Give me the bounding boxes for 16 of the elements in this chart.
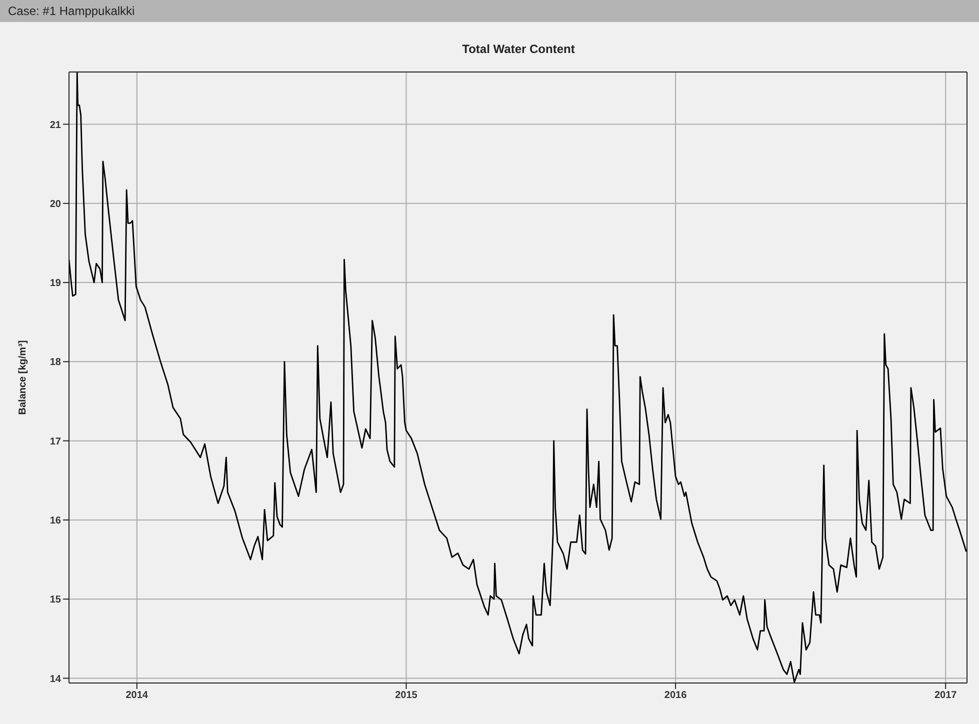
chart-title: Total Water Content [461,42,576,56]
y-tick-label: 21 [50,120,62,131]
y-tick-label: 16 [50,516,62,527]
x-tick-label: 2014 [126,690,148,702]
y-axis-title: Balance [kg/m³] [18,340,29,415]
y-tick-label: 17 [50,436,62,448]
text: Case: #1 Hamppukalkki [0,0,979,22]
line-series [69,72,967,683]
y-tick-label: 19 [50,278,62,290]
x-tick-label: 2015 [395,690,418,702]
y-tick-label: 14 [50,674,62,685]
x-tick-label: 2017 [934,690,958,702]
y-tick-label: 15 [50,594,62,606]
y-tick-label: 20 [50,198,62,210]
x-tick-label: 2016 [664,690,688,702]
y-tick-label: 18 [50,357,62,368]
